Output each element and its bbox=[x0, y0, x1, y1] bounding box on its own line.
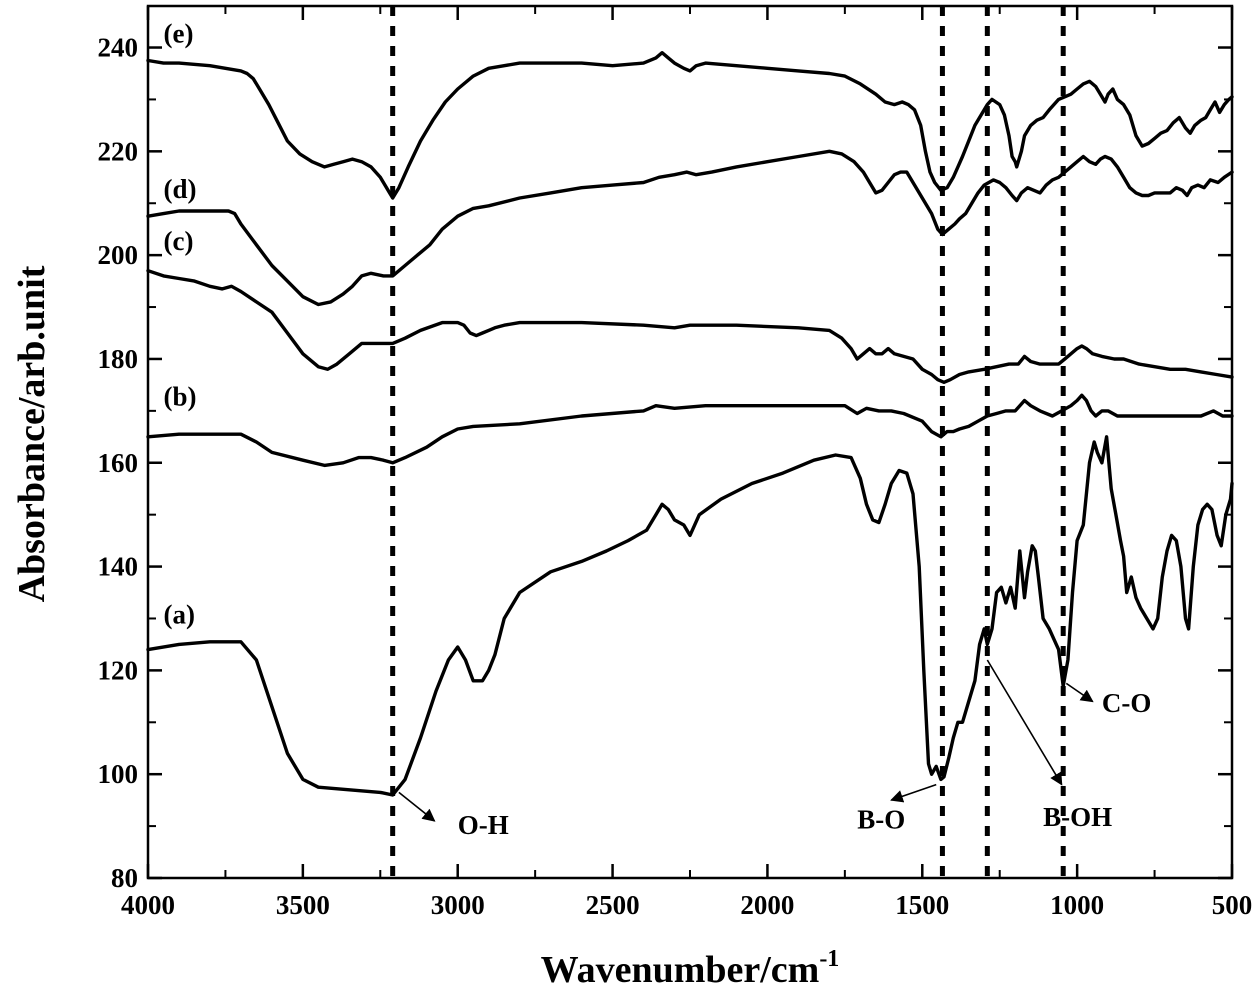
annotation-label-b-oh: B-OH bbox=[1043, 802, 1112, 832]
x-tick-label-500: 500 bbox=[1212, 890, 1253, 920]
y-tick-label-220: 220 bbox=[98, 136, 139, 166]
x-tick-label-1500: 1500 bbox=[895, 890, 949, 920]
x-axis-title-superscript: -1 bbox=[819, 946, 839, 972]
annotation-label-o-h: O-H bbox=[458, 810, 509, 840]
y-axis-title: Absorbance/arb.unit bbox=[11, 265, 53, 602]
reference-lines bbox=[390, 6, 1066, 878]
y-tick-label-140: 140 bbox=[98, 552, 139, 582]
series-label-e: (e) bbox=[163, 18, 193, 48]
annotation-arrow-c-o bbox=[1065, 682, 1094, 703]
y-tick-label-160: 160 bbox=[98, 448, 139, 478]
series-label-c: (c) bbox=[163, 226, 193, 256]
x-tick-label-2500: 2500 bbox=[586, 890, 640, 920]
annotation-arrow-b-o bbox=[890, 783, 937, 803]
y-tick-label-120: 120 bbox=[98, 655, 139, 685]
series-label-d: (d) bbox=[163, 174, 196, 204]
plot-frame bbox=[146, 4, 1234, 880]
series-traces bbox=[146, 51, 1234, 797]
series-label-a: (a) bbox=[163, 600, 194, 630]
x-tick-label-3500: 3500 bbox=[276, 890, 330, 920]
y-tick-label-240: 240 bbox=[98, 33, 139, 63]
series-line-b bbox=[146, 393, 1234, 468]
series-line-c bbox=[146, 269, 1234, 384]
series-labels: (a) (b) (c) (d) (e) bbox=[163, 18, 196, 629]
annotation-label-b-o: B-O bbox=[857, 805, 905, 835]
y-tick-label-100: 100 bbox=[98, 759, 139, 789]
series-line-a bbox=[146, 435, 1234, 797]
x-tick-label-2000: 2000 bbox=[740, 890, 794, 920]
annotations: O-H B-O B-OH C-O bbox=[398, 659, 1152, 840]
x-tick-label-4000: 4000 bbox=[121, 890, 175, 920]
axes: 4000 3500 3000 2500 2000 1500 1000 500 80 100 120 1… bbox=[98, 4, 1253, 920]
y-tick-label-80: 80 bbox=[111, 863, 138, 893]
x-tick-label-1000: 1000 bbox=[1050, 890, 1104, 920]
series-line-d bbox=[146, 149, 1234, 307]
annotation-arrow-o-h bbox=[398, 791, 436, 822]
y-tick-label-200: 200 bbox=[98, 240, 139, 270]
x-axis-title: Wavenumber/cm-1 bbox=[541, 946, 840, 988]
x-tick-label-3000: 3000 bbox=[431, 890, 485, 920]
y-tick-label-180: 180 bbox=[98, 344, 139, 374]
series-label-b: (b) bbox=[163, 382, 196, 412]
annotation-label-c-o: C-O bbox=[1102, 688, 1152, 718]
series-line-e bbox=[146, 51, 1234, 200]
annotation-arrow-b-oh bbox=[986, 659, 1063, 786]
x-axis-title-text: Wavenumber/cm bbox=[541, 949, 820, 988]
